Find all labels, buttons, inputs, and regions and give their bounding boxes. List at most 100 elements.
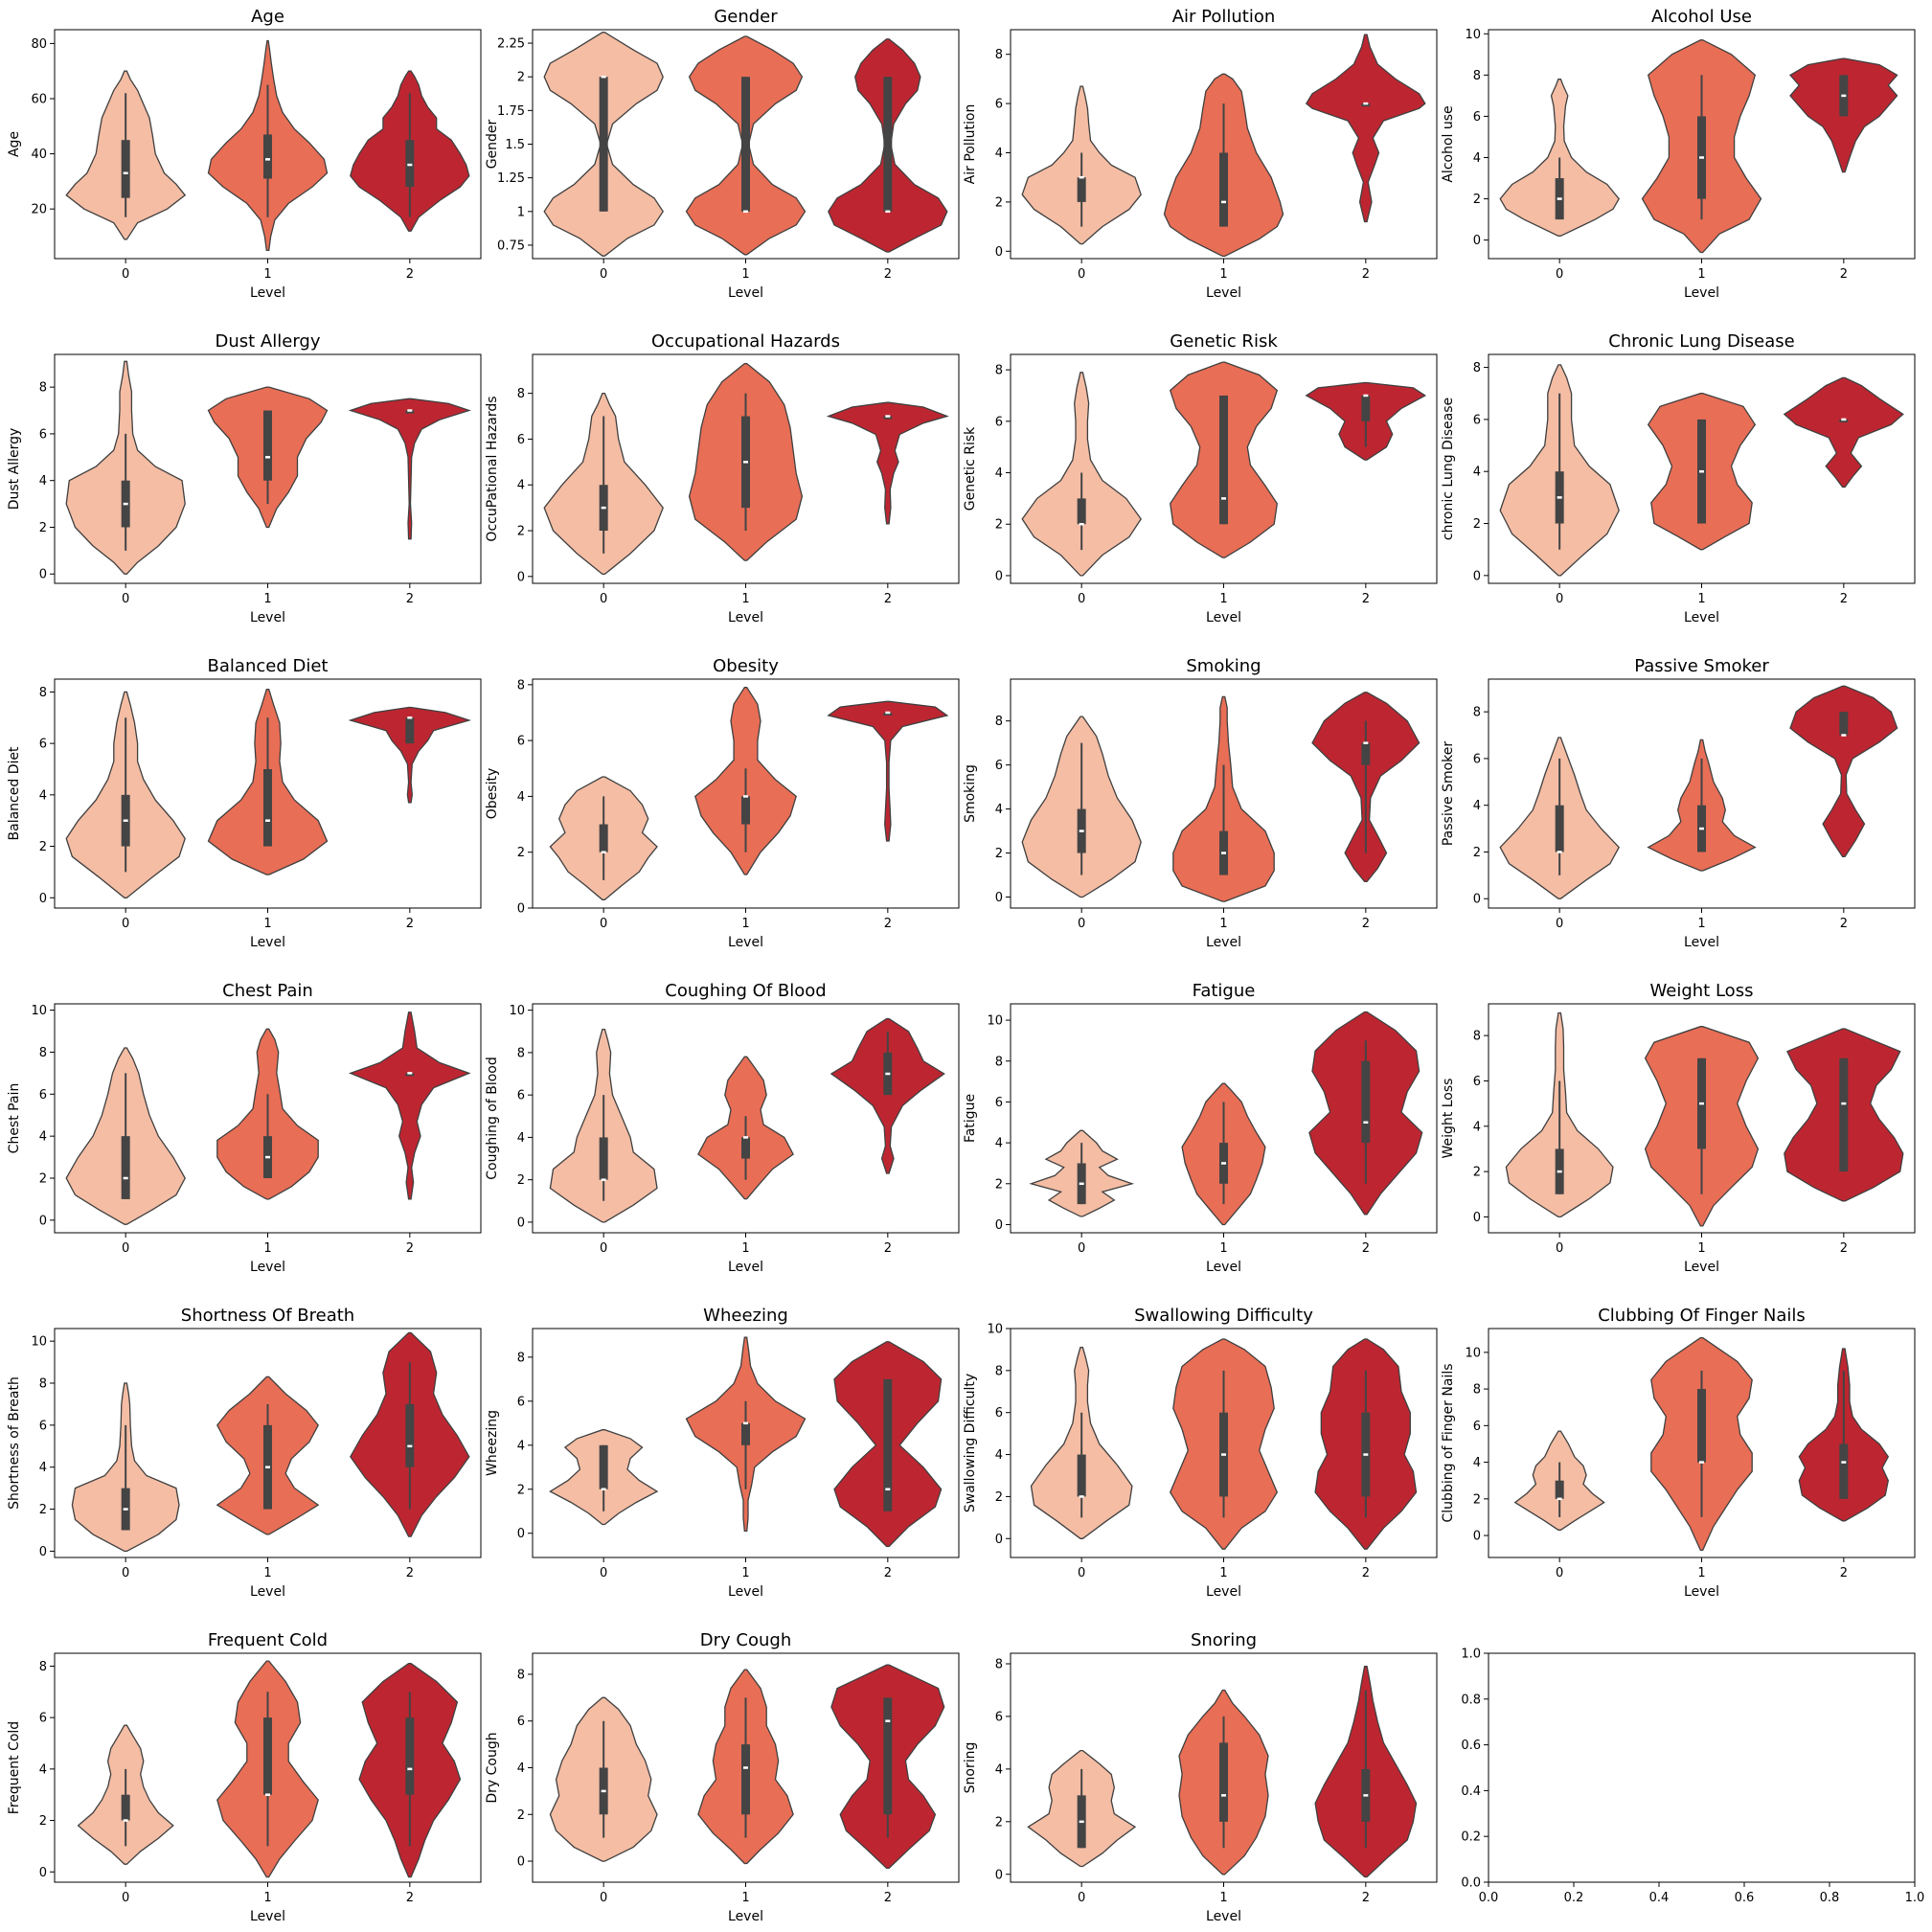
x-tick-label: 2 (884, 917, 892, 931)
y-tick-label: 10 (987, 1323, 1003, 1337)
x-tick-label: 0 (122, 1241, 129, 1256)
subplot: 0 1 2 0 2 4 6 8 Level Dry Cough Dry Cough (485, 1630, 960, 1924)
x-tick-label: 1 (741, 1566, 749, 1580)
axis-xlabel: Level (1684, 935, 1719, 950)
axis-ylabel: Chest Pain (7, 1083, 22, 1154)
y-tick-label: 1.75 (497, 104, 525, 119)
y-tick-label: 8 (517, 678, 525, 693)
x-tick-label: 2 (1840, 1566, 1848, 1580)
axes-frame (1488, 1652, 1916, 1883)
violin-body (348, 398, 471, 540)
y-tick-label: 6 (517, 1089, 525, 1103)
axes-frame (54, 678, 482, 909)
axis-ylabel: Dust Allergy (7, 428, 22, 511)
x-tick-label: 2 (884, 592, 892, 606)
axis-xlabel: Level (728, 1260, 763, 1275)
axes-frame (54, 353, 482, 584)
subplot-title: Weight Loss (1650, 981, 1754, 1001)
axis-ylabel: Air Pollution (963, 104, 978, 185)
x-tick-label: 1 (1219, 267, 1227, 282)
axis-xlabel: Level (1206, 285, 1241, 301)
y-tick-label: 2 (1473, 193, 1481, 207)
x-tick-label: 2 (406, 1891, 414, 1905)
iqr-box (883, 77, 893, 212)
subplot-title: Fatigue (1193, 981, 1256, 1001)
iqr-box (1839, 1443, 1849, 1499)
x-tick-label: 0 (1556, 917, 1563, 931)
axis-ylabel: Passive Smoker (1441, 741, 1456, 847)
axes-frame (54, 1328, 482, 1558)
x-tick-label: 2 (1840, 1241, 1848, 1256)
axes-frame (1010, 353, 1438, 584)
x-tick-label: 1 (263, 1566, 271, 1580)
y-tick-label: 4 (517, 1439, 525, 1453)
y-tick-label: 2 (39, 840, 47, 854)
axis-ylabel: Gender (485, 119, 500, 169)
y-tick-label: 20 (31, 203, 47, 217)
subplot-title: Genetic Risk (1170, 331, 1278, 352)
axes-frame (1010, 678, 1438, 909)
y-tick-label: 4 (995, 466, 1003, 481)
y-tick-label: 0.75 (497, 239, 525, 253)
axes-frame (532, 1652, 960, 1883)
iqr-box (599, 77, 608, 212)
y-tick-label: 8 (39, 381, 47, 396)
y-tick-label: 2 (517, 1808, 525, 1823)
x-tick-label: 0 (1078, 592, 1085, 606)
axis-xlabel: Level (1206, 1909, 1241, 1924)
y-tick-label: 80 (31, 37, 47, 52)
y-tick-label: 1.25 (497, 171, 525, 186)
axis-ylabel: Coughing of Blood (485, 1057, 500, 1180)
x-tick-label: 0 (1078, 1566, 1085, 1580)
axis-xlabel: Level (1206, 935, 1241, 950)
x-tick-label: 0 (1556, 267, 1563, 282)
axes-frame (1010, 1003, 1438, 1234)
x-tick-label: 0 (1078, 917, 1085, 931)
x-tick-label: 2 (406, 267, 414, 282)
iqr-box (741, 1137, 750, 1159)
iqr-box (1555, 805, 1564, 852)
subplot: 0 1 2 0 2 4 6 8 10 Level Swallowing Difficulty Swal… (963, 1306, 1438, 1600)
axis-ylabel: Genetic Risk (963, 426, 978, 511)
x-tick-label: 2 (1362, 1566, 1370, 1580)
y-tick-label: 2 (1473, 1492, 1481, 1507)
iqr-box (263, 1717, 272, 1795)
axes-frame (532, 1328, 960, 1558)
iqr-box (1219, 395, 1228, 525)
axis-ylabel: Frequent Cold (7, 1721, 22, 1814)
y-tick-label: 8 (39, 686, 47, 700)
y-tick-label: 4 (995, 1762, 1003, 1777)
iqr-box (405, 410, 415, 414)
iqr-box (121, 140, 130, 198)
y-tick-label: 8 (995, 48, 1003, 62)
iqr-box (1219, 1742, 1228, 1822)
y-tick-label: 0 (995, 891, 1003, 905)
axis-ylabel: Wheezing (485, 1410, 500, 1476)
x-tick-label: 0 (1078, 1891, 1085, 1905)
y-tick-label: 2 (39, 521, 47, 535)
axis-ylabel: Obesity (485, 768, 500, 819)
iqr-box (1839, 712, 1849, 736)
y-tick-label: 0 (995, 1868, 1003, 1882)
x-tick-label: 2 (1362, 592, 1370, 606)
subplot: 0.0 0.2 0.4 0.6 0.8 1.0 0.0 0.2 0.4 0.6 0.8 1.0 (1461, 1648, 1924, 1906)
subplot: 0 1 2 0 2 4 6 8 Level Smoking Smoking (963, 656, 1438, 950)
x-tick-label: 2 (406, 917, 414, 931)
y-tick-label: 6 (517, 1715, 525, 1729)
y-tick-label: 2 (995, 1490, 1003, 1505)
y-tick-label: 2 (39, 1814, 47, 1829)
iqr-box (1361, 395, 1371, 421)
y-tick-label: 2 (39, 1503, 47, 1517)
subplot-title: Coughing Of Blood (665, 981, 826, 1001)
axis-ylabel: Clubbing of Finger Nails (1441, 1364, 1456, 1523)
iqr-box (883, 416, 893, 420)
x-tick-label: 1 (263, 917, 271, 931)
subplot-title: Passive Smoker (1634, 656, 1769, 676)
iqr-box (405, 1403, 415, 1467)
subplot: 0 1 2 0 2 4 6 8 Level Frequent Cold Frequent Cold (7, 1630, 482, 1924)
y-tick-label: 8 (1473, 706, 1481, 720)
iqr-box (1555, 1480, 1564, 1499)
subplot: 0 1 2 0.75 1 1.25 1.5 1.75 2 2.25 Level Gender Gende… (485, 7, 960, 301)
subplot: 0 1 2 0 2 4 6 8 Level Dust Allergy Dust Allergy (7, 331, 482, 625)
x-tick-label: 1 (741, 592, 749, 606)
